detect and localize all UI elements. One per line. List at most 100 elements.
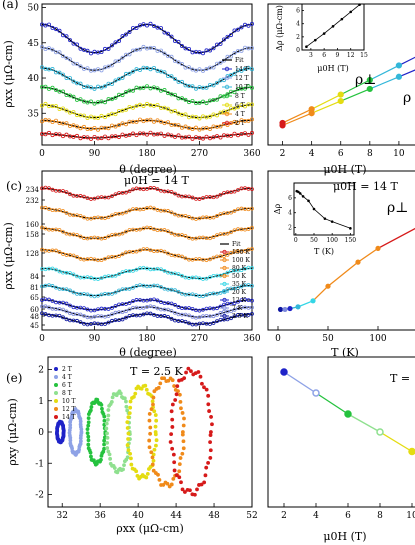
panel-c-point <box>89 256 93 261</box>
panel-a-point <box>172 38 177 43</box>
panel-e-point <box>102 438 107 443</box>
panel-c-point <box>180 312 184 317</box>
panel-a-point <box>235 133 240 138</box>
panel-d-inset-point <box>349 227 352 230</box>
panel-c-point <box>92 308 97 313</box>
panel-a-point <box>113 134 118 139</box>
panel-a-point <box>141 44 146 49</box>
panel-c-point <box>204 321 209 326</box>
panel-c-point <box>43 267 48 272</box>
panel-c-point <box>82 257 86 262</box>
panel-c-point <box>78 320 83 325</box>
panel-c-point <box>124 229 128 234</box>
panel-c-point <box>106 255 111 260</box>
panel-e-ytick-label: 0 <box>38 428 44 438</box>
panel-e-point <box>177 392 182 397</box>
panel-c-point <box>236 286 240 290</box>
panel-c-point <box>236 306 240 310</box>
panel-a-point <box>130 105 135 110</box>
panel-e-label: (e) <box>6 371 22 385</box>
panel-e-xtick-label: 48 <box>208 511 220 521</box>
panel-c-point <box>43 312 48 316</box>
panel-c-point <box>92 235 97 240</box>
panel-c-point <box>103 216 107 221</box>
panel-e-point <box>61 430 66 435</box>
panel-a-point <box>179 125 184 130</box>
panel-f: T = μ0H (T) 2468101 <box>267 356 415 543</box>
panel-a-point <box>103 84 108 89</box>
panel-c-point <box>250 298 254 303</box>
panel-a-point <box>117 123 122 128</box>
panel-a-point <box>232 119 237 124</box>
panel-a-point <box>47 118 52 123</box>
panel-c-point <box>57 307 62 311</box>
panel-c-point <box>166 189 170 194</box>
panel-c-ytick-label: 234 <box>26 186 40 194</box>
panel-b-inset: Δρ (μΩ-cm) μ0H (T) 3 6 9 12 15 0 2 4 6 <box>275 3 368 73</box>
panel-c-point <box>211 235 216 239</box>
panel-d-point <box>375 245 381 251</box>
panel-b-segment <box>398 69 415 78</box>
panel-a-point <box>134 119 139 124</box>
panel-a-point <box>214 113 219 118</box>
panel-a-point <box>158 119 163 124</box>
panel-c-point <box>180 291 184 296</box>
panel-e-point <box>125 443 130 447</box>
panel-c-point <box>110 312 114 317</box>
panel-c-point <box>61 229 65 234</box>
panel-c-point <box>110 306 114 310</box>
panel-c-point <box>138 306 142 310</box>
panel-a: (a) θ (degree) ρxx (μΩ-cm) 0 90 180 270 360 3… <box>2 0 261 176</box>
panel-e-point <box>156 472 160 477</box>
panel-b-point <box>308 110 315 117</box>
panel-c-point <box>239 305 244 310</box>
panel-e-xlabel: ρxx (μΩ-cm) <box>116 522 184 535</box>
panel-c-point <box>141 305 146 310</box>
panel-c-label: (c) <box>6 179 22 193</box>
panel-c-point <box>239 227 244 232</box>
panel-a-point <box>172 77 177 82</box>
panel-c-point <box>96 293 100 298</box>
panel-c-legend-label: 20 K <box>232 289 247 296</box>
panel-c-point <box>190 195 195 200</box>
panel-a-point <box>89 114 94 119</box>
panel-a-point <box>151 46 156 51</box>
panel-e-point <box>151 452 156 457</box>
panel-e-point <box>86 434 91 439</box>
panel-a-point <box>47 22 52 27</box>
panel-b-inset-xlabel: μ0H (T) <box>317 64 348 73</box>
panel-c-point <box>99 276 104 280</box>
panel-a-point <box>117 39 122 44</box>
panel-c-xtick-label: 360 <box>243 334 260 344</box>
panel-e-point <box>183 490 187 494</box>
panel-c-point <box>141 187 146 192</box>
panel-a-point <box>50 120 55 125</box>
panel-e-point <box>180 487 185 492</box>
panel-c-point <box>204 313 209 318</box>
panel-c-point <box>50 313 55 318</box>
panel-e-point <box>181 423 186 428</box>
panel-c-point <box>127 286 132 291</box>
panel-c-point <box>40 284 44 289</box>
panel-d-segment <box>327 261 359 287</box>
panel-c-point <box>40 205 44 210</box>
panel-c-legend-marker <box>222 273 227 279</box>
panel-c-point <box>180 273 184 278</box>
panel-b-inset-xtick-label: 9 <box>336 52 340 59</box>
panel-c-point <box>68 303 72 308</box>
panel-c-point <box>250 284 254 288</box>
panel-c-point <box>57 208 62 213</box>
panel-f-segment <box>315 392 349 415</box>
panel-a-legend-label: 6 T <box>235 102 245 109</box>
panel-c-point <box>124 315 128 320</box>
panel-e-point <box>126 415 131 420</box>
panel-b-segment <box>282 108 312 124</box>
panel-c-point <box>68 253 72 257</box>
panel-c-point <box>134 305 139 310</box>
panel-e-xtick-label: 32 <box>57 511 68 521</box>
panel-c-point <box>183 256 188 261</box>
panel-e-point <box>150 455 155 460</box>
panel-c-point <box>166 270 170 275</box>
panel-d-inset-point <box>330 220 334 223</box>
panel-c-point <box>197 308 202 313</box>
